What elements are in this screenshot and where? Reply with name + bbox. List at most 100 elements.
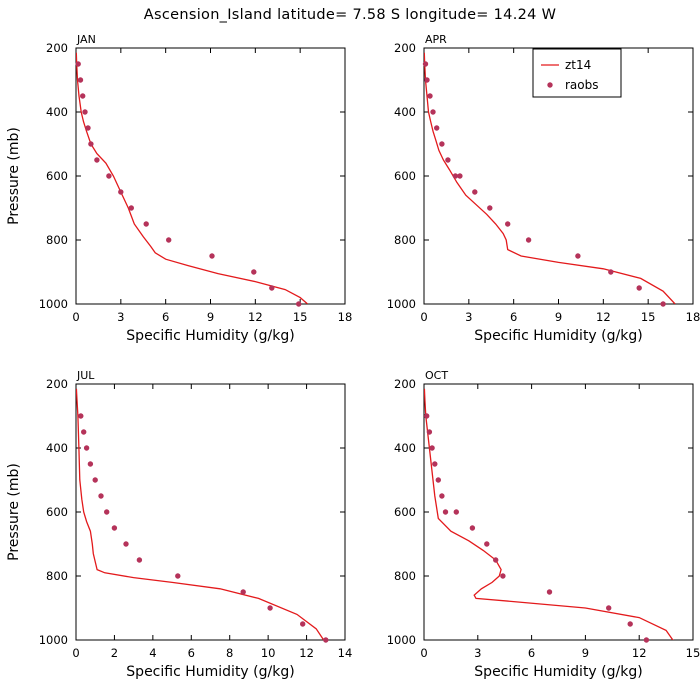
data-point-raobs [660, 301, 666, 307]
y-tick-label: 800 [394, 569, 416, 583]
x-tick-label: 9 [582, 646, 589, 660]
data-point-raobs [546, 589, 553, 595]
data-point-raobs [445, 157, 451, 163]
data-point-raobs [484, 541, 490, 547]
data-point-raobs [98, 493, 104, 499]
x-tick-label: 2 [111, 646, 118, 660]
data-point-raobs [487, 205, 493, 211]
data-point-raobs [472, 189, 478, 195]
legend-box [532, 48, 622, 98]
data-point-raobs [575, 253, 581, 259]
x-tick-label: 3 [465, 310, 472, 324]
data-point-raobs [118, 189, 124, 195]
x-tick-label: 12 [299, 646, 314, 660]
data-point-raobs [493, 557, 499, 563]
data-point-raobs [627, 621, 633, 627]
data-point-raobs [452, 173, 459, 179]
x-tick-label: 12 [248, 310, 263, 324]
x-tick-label: 12 [596, 310, 611, 324]
y-tick-label: 1000 [39, 633, 68, 647]
data-point-raobs [78, 413, 84, 419]
data-point-raobs [94, 157, 100, 163]
data-point-raobs [251, 269, 257, 275]
x-tick-label: 15 [686, 646, 700, 660]
y-axis-label: Pressure (mb) [6, 127, 22, 225]
y-tick-label: 600 [394, 169, 416, 183]
y-tick-label: 600 [46, 505, 68, 519]
panel-label: JAN [76, 33, 96, 46]
y-tick-label: 400 [46, 441, 68, 455]
data-point-raobs [87, 461, 94, 467]
data-point-raobs [106, 173, 112, 179]
panel-jan: JAN 0 3 6 9 12 15 18 200 400 600 800 1000 Specific Hu… [6, 33, 352, 344]
x-tick-label: 18 [338, 310, 353, 324]
x-tick-label: 9 [207, 310, 214, 324]
panels-group: JAN 0 3 6 9 12 15 18 200 400 600 800 1000 Specific Hu… [6, 33, 700, 680]
data-point-raobs [267, 605, 273, 611]
x-tick-label: 18 [686, 310, 700, 324]
data-point-raobs [432, 461, 438, 467]
data-point-raobs [143, 221, 149, 227]
y-tick-label: 200 [46, 41, 68, 55]
data-point-raobs [608, 269, 614, 275]
data-point-raobs [636, 285, 642, 291]
y-tick-label: 1000 [387, 633, 416, 647]
data-point-raobs [300, 621, 306, 627]
data-point-raobs [606, 605, 612, 611]
x-tick-label: 4 [149, 646, 156, 660]
figure-title: Ascension_Island latitude= 7.58 S longit… [144, 7, 556, 23]
y-tick-label: 600 [46, 169, 68, 183]
x-tick-label: 12 [632, 646, 647, 660]
data-point-raobs [429, 445, 435, 451]
data-point-raobs [123, 541, 129, 547]
x-axis-label: Specific Humidity (g/kg) [474, 328, 642, 344]
x-tick-label: 6 [528, 646, 535, 660]
data-point-raobs [435, 477, 441, 483]
data-point-raobs [430, 109, 436, 115]
data-point-raobs [500, 573, 506, 579]
data-point-raobs [82, 109, 88, 115]
data-point-raobs [128, 205, 134, 211]
x-tick-label: 15 [293, 310, 308, 324]
data-point-raobs [209, 253, 215, 259]
x-tick-label: 10 [261, 646, 276, 660]
data-point-raobs [505, 221, 511, 227]
data-point-raobs [83, 445, 90, 451]
data-point-raobs [427, 93, 433, 99]
data-point-raobs [457, 173, 463, 179]
x-tick-label: 6 [188, 646, 195, 660]
x-tick-label: 3 [474, 646, 481, 660]
data-point-raobs [426, 429, 433, 435]
y-tick-label: 1000 [387, 297, 416, 311]
data-point-raobs [85, 125, 91, 131]
x-tick-label: 8 [226, 646, 233, 660]
data-point-raobs [439, 141, 445, 147]
series-line-zt14 [424, 388, 674, 640]
data-point-raobs [88, 141, 94, 147]
y-tick-label: 800 [394, 233, 416, 247]
data-point-raobs [111, 525, 118, 531]
plot-frame [423, 383, 694, 641]
y-tick-label: 1000 [39, 297, 68, 311]
data-point-raobs [77, 77, 84, 83]
data-point-raobs [453, 509, 459, 515]
x-tick-label: 0 [72, 310, 79, 324]
plot-frame [75, 47, 346, 305]
panel-oct: OCT 0 3 6 9 12 15 200 400 600 800 1000 Specific Humi… [387, 369, 700, 680]
data-point-raobs [175, 573, 181, 579]
legend-points-label: raobs [565, 78, 599, 92]
data-point-raobs [81, 429, 87, 435]
series-line-zt14 [76, 388, 325, 640]
series-line-zt14 [76, 52, 309, 304]
x-tick-label: 0 [72, 646, 79, 660]
x-axis-label: Specific Humidity (g/kg) [474, 664, 642, 680]
data-point-raobs [424, 413, 430, 419]
y-tick-label: 400 [46, 105, 68, 119]
panel-label: JUL [76, 369, 95, 382]
y-tick-label: 200 [394, 377, 416, 391]
y-tick-label: 200 [394, 41, 416, 55]
y-axis-label: Pressure (mb) [6, 463, 22, 561]
data-point-raobs [469, 525, 476, 531]
x-tick-label: 3 [117, 310, 124, 324]
